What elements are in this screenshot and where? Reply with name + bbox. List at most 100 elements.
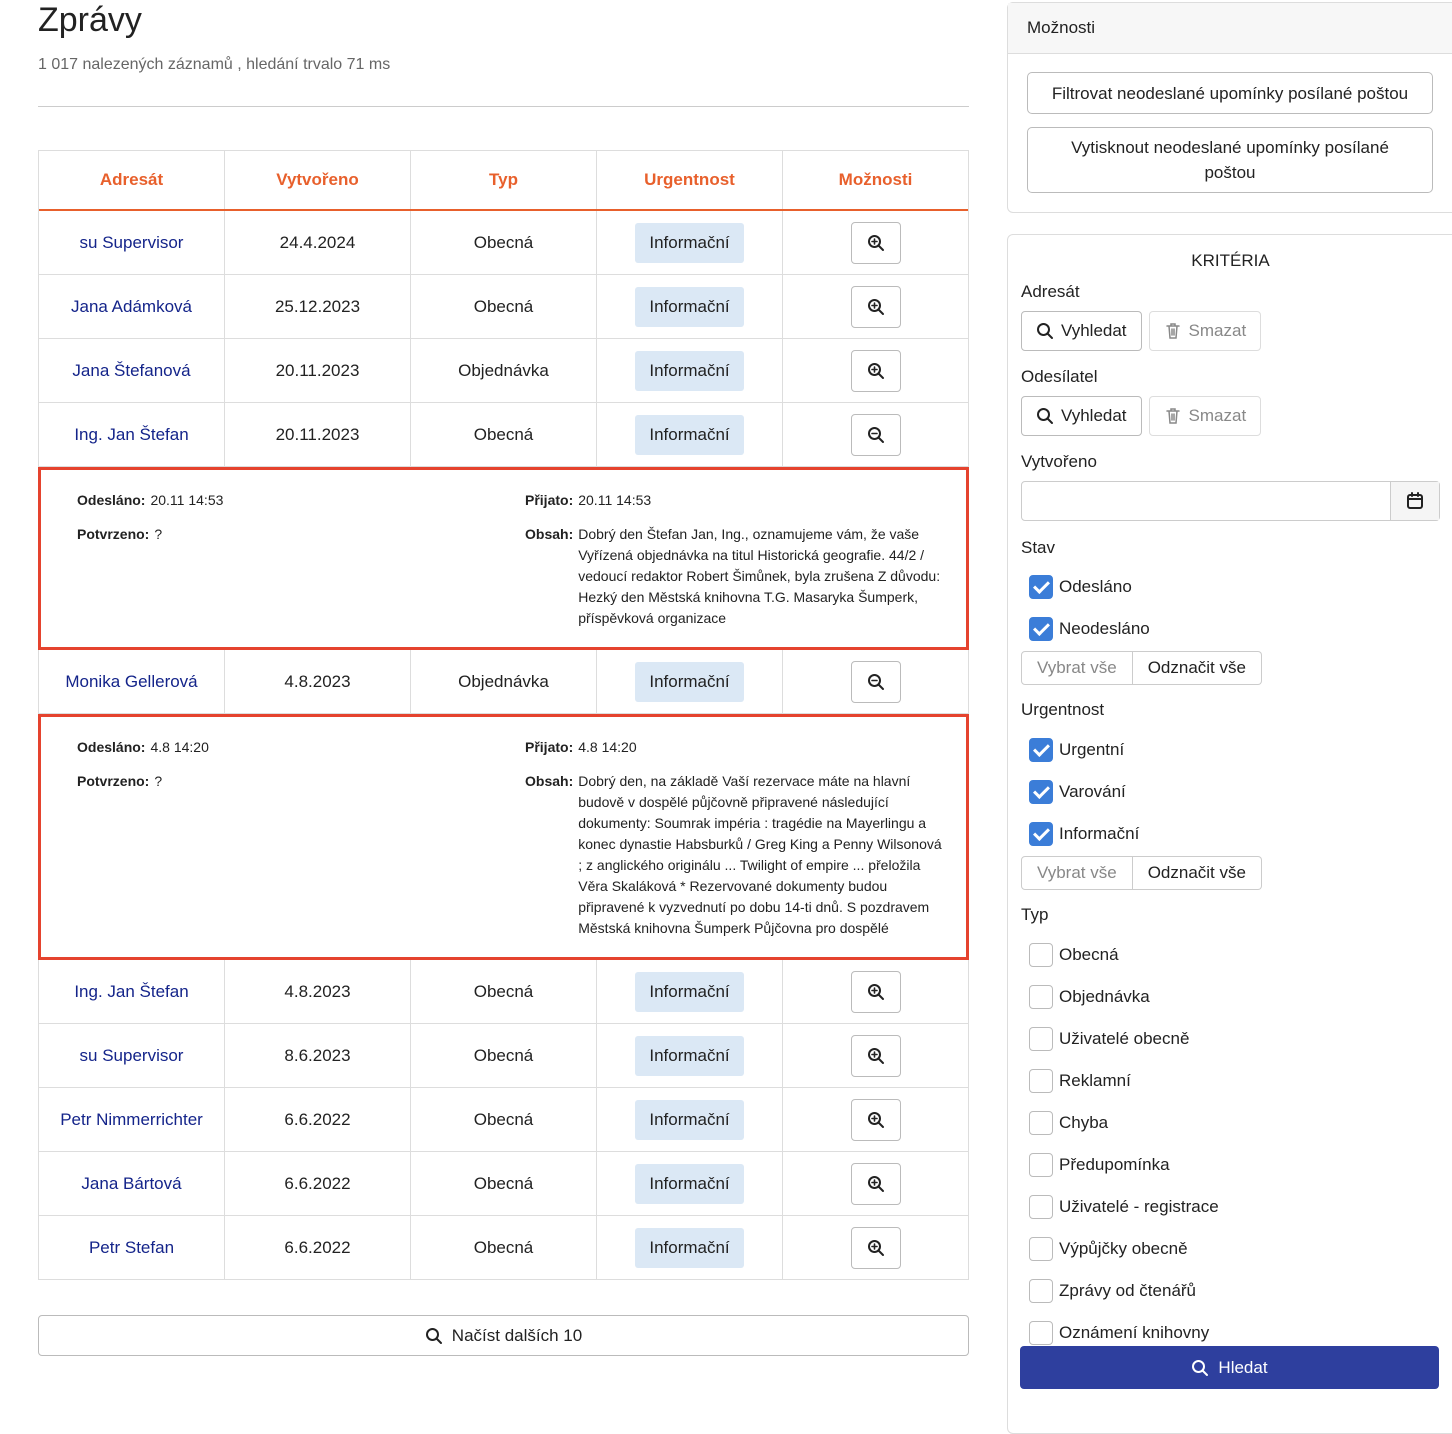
checkbox-item[interactable]: Zprávy od čtenářů xyxy=(1021,1270,1452,1312)
cell: Obecná xyxy=(411,211,597,274)
icon xyxy=(867,1175,884,1192)
created: 20.11.2023 xyxy=(275,360,360,380)
cell xyxy=(783,275,968,338)
field-label: Odesílatel xyxy=(1021,367,1098,386)
detail-toggle[interactable] xyxy=(850,1034,901,1077)
checkbox-item[interactable]: Urgentní xyxy=(1021,729,1452,771)
checkbox-item[interactable]: Uživatelé - registrace xyxy=(1021,1186,1452,1228)
clear-button[interactable]: Smazat xyxy=(1148,311,1262,351)
recipient[interactable]: su Supervisor xyxy=(79,232,184,252)
checkbox[interactable] xyxy=(1029,1237,1053,1261)
checkbox-item[interactable]: Uživatelé obecně xyxy=(1021,1018,1452,1060)
detail-field: Přijato: 4.8 14:20 xyxy=(525,737,946,758)
checkbox[interactable] xyxy=(1029,943,1053,967)
checkbox-item[interactable]: Reklamní xyxy=(1021,1060,1452,1102)
checkbox-item[interactable]: Oznámení knihovny xyxy=(1021,1312,1452,1354)
checkbox-label: Uživatelé - registrace xyxy=(1059,1197,1219,1216)
cell xyxy=(783,1152,968,1215)
checkbox[interactable] xyxy=(1029,738,1053,762)
select-all-button[interactable]: Vybrat vše xyxy=(1021,651,1133,685)
detail-field: Obsah: Dobrý den Štefan Jan, Ing., oznamu… xyxy=(525,524,946,629)
cell: Objednávka xyxy=(411,650,597,713)
recipient[interactable]: Jana Adámková xyxy=(71,296,192,316)
detail-toggle[interactable] xyxy=(850,285,901,328)
recipient[interactable]: Monika Gellerová xyxy=(65,671,198,691)
checkbox-item[interactable]: Neodesláno xyxy=(1021,608,1452,650)
search-button[interactable]: Vyhledat xyxy=(1021,311,1142,351)
cell: Informační xyxy=(597,650,783,713)
cell: Ing. Jan Štefan xyxy=(39,403,225,466)
search-submit-button[interactable]: Hledat xyxy=(1020,1346,1439,1389)
detail-toggle[interactable] xyxy=(850,221,901,264)
checkbox[interactable] xyxy=(1029,1069,1053,1093)
checkbox[interactable] xyxy=(1029,1153,1053,1177)
recipient[interactable]: Petr Nimmerrichter xyxy=(60,1109,203,1129)
search-button[interactable]: Vyhledat xyxy=(1021,396,1142,436)
deselect-all-button[interactable]: Odznačit vše xyxy=(1132,651,1262,685)
checkbox-item[interactable]: Předupomínka xyxy=(1021,1144,1452,1186)
checkbox-item[interactable]: Chyba xyxy=(1021,1102,1452,1144)
checkbox[interactable] xyxy=(1029,617,1053,641)
button-label: Hledat xyxy=(1218,1357,1268,1377)
checkbox[interactable] xyxy=(1029,1027,1053,1051)
detail-toggle[interactable] xyxy=(850,413,901,456)
cell: 6.6.2022 xyxy=(225,1088,411,1151)
detail-toggle[interactable] xyxy=(850,1226,901,1269)
checkbox[interactable] xyxy=(1029,1111,1053,1135)
calendar-button[interactable] xyxy=(1390,482,1439,520)
recipient[interactable]: Ing. Jan Štefan xyxy=(74,981,189,1001)
detail-value: ? xyxy=(154,773,163,789)
detail-toggle[interactable] xyxy=(850,1098,901,1141)
created: 6.6.2022 xyxy=(284,1237,351,1257)
urgency-badge: Informační xyxy=(635,1035,744,1076)
detail-toggle[interactable] xyxy=(850,1162,901,1205)
checkbox[interactable] xyxy=(1029,1321,1053,1345)
cell: Obecná xyxy=(411,1024,597,1087)
deselect-all-button[interactable]: Odznačit vše xyxy=(1132,856,1262,890)
detail-field: Odesláno: 20.11 14:53 xyxy=(77,490,525,511)
checkbox-item[interactable]: Informační xyxy=(1021,813,1452,855)
icon xyxy=(1037,323,1053,339)
detail-value: Dobrý den Štefan Jan, Ing., oznamujeme v… xyxy=(578,526,941,626)
checkbox-item[interactable]: Objednávka xyxy=(1021,976,1452,1018)
option-button[interactable]: Vytisknout neodeslané upomínky posílané … xyxy=(1027,127,1433,193)
checkbox[interactable] xyxy=(1029,1279,1053,1303)
clear-button[interactable]: Smazat xyxy=(1148,396,1262,436)
select-all-button[interactable]: Vybrat vše xyxy=(1021,856,1133,890)
detail-toggle[interactable] xyxy=(850,970,901,1013)
icon xyxy=(1165,323,1180,339)
checkbox[interactable] xyxy=(1029,1195,1053,1219)
cell xyxy=(783,211,968,274)
cell: Monika Gellerová xyxy=(39,650,225,713)
date-input[interactable] xyxy=(1021,481,1440,521)
detail-toggle[interactable] xyxy=(850,349,901,392)
recipient[interactable]: Jana Bártová xyxy=(81,1173,182,1193)
recipient[interactable]: su Supervisor xyxy=(79,1045,184,1065)
urgency-badge: Informační xyxy=(635,350,744,391)
checkbox-item[interactable]: Výpůjčky obecně xyxy=(1021,1228,1452,1270)
cell: Obecná xyxy=(411,960,597,1023)
checkbox-item[interactable]: Varování xyxy=(1021,771,1452,813)
recipient[interactable]: Ing. Jan Štefan xyxy=(74,424,189,444)
detail-value: Dobrý den, na základě Vaší rezervace mát… xyxy=(578,773,942,936)
checkbox[interactable] xyxy=(1029,780,1053,804)
table-row: Petr Stefan 6.6.2022 Obecná Informační xyxy=(39,1216,968,1280)
checkbox-list: Urgentní Varování Informační xyxy=(1021,729,1452,855)
table-row: Petr Nimmerrichter 6.6.2022 Obecná Informač… xyxy=(39,1088,968,1152)
checkbox[interactable] xyxy=(1029,985,1053,1009)
option-button[interactable]: Filtrovat neodeslané upomínky posílané p… xyxy=(1027,72,1433,114)
recipient[interactable]: Petr Stefan xyxy=(88,1237,175,1257)
field-label: Typ xyxy=(1021,905,1049,924)
type: Obecná xyxy=(473,296,534,316)
created: 6.6.2022 xyxy=(284,1109,351,1129)
load-more-button[interactable]: Načíst dalších 10 xyxy=(38,1315,969,1356)
checkbox[interactable] xyxy=(1029,575,1053,599)
checkbox-item[interactable]: Obecná xyxy=(1021,934,1452,976)
checkbox[interactable] xyxy=(1029,822,1053,846)
cell: su Supervisor xyxy=(39,211,225,274)
checkbox-item[interactable]: Odesláno xyxy=(1021,566,1452,608)
detail-toggle[interactable] xyxy=(850,660,901,703)
button-label: Načíst dalších 10 xyxy=(451,1325,583,1345)
recipient[interactable]: Jana Štefanová xyxy=(72,360,191,380)
cell: Jana Bártová xyxy=(39,1152,225,1215)
